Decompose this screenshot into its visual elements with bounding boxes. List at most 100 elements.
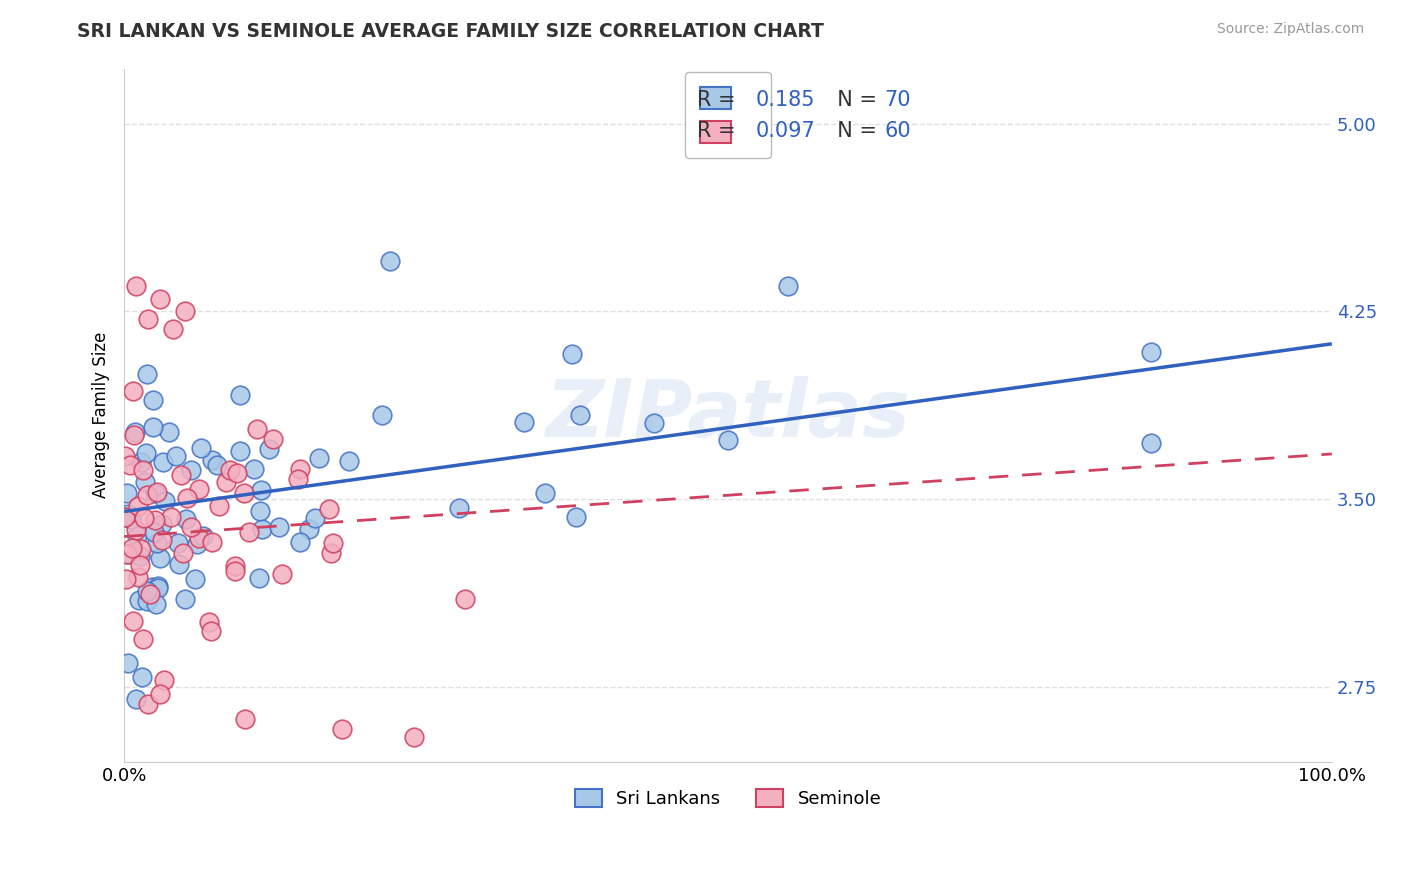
Point bbox=[238, 525, 260, 540]
Point bbox=[136, 488, 159, 502]
Point bbox=[125, 279, 148, 293]
Point bbox=[232, 486, 254, 500]
Point bbox=[229, 444, 252, 458]
Point bbox=[132, 632, 155, 647]
Point bbox=[114, 509, 136, 524]
Text: 0.097: 0.097 bbox=[755, 121, 815, 141]
Point bbox=[233, 712, 256, 726]
Point bbox=[330, 723, 353, 737]
Point bbox=[249, 504, 271, 518]
Point bbox=[135, 445, 157, 459]
Point bbox=[207, 458, 229, 472]
Point bbox=[226, 467, 249, 481]
Point bbox=[186, 537, 208, 551]
Point bbox=[142, 524, 165, 539]
Point bbox=[208, 499, 231, 513]
Point bbox=[114, 573, 136, 587]
Point bbox=[120, 512, 142, 526]
Point bbox=[378, 254, 401, 268]
Point bbox=[145, 598, 167, 612]
Point bbox=[162, 322, 184, 336]
Point bbox=[308, 450, 330, 465]
Point bbox=[565, 510, 588, 524]
Text: N =: N = bbox=[824, 121, 884, 141]
Point bbox=[125, 691, 148, 706]
Point bbox=[142, 393, 165, 408]
Point bbox=[146, 581, 169, 595]
Point bbox=[447, 501, 470, 516]
Point bbox=[152, 455, 174, 469]
Point bbox=[145, 485, 167, 500]
Text: R =: R = bbox=[697, 90, 742, 110]
Point bbox=[250, 522, 273, 536]
Point bbox=[215, 475, 238, 489]
Point bbox=[262, 433, 284, 447]
Text: 0.185: 0.185 bbox=[755, 90, 815, 110]
Point bbox=[160, 510, 183, 524]
Point bbox=[149, 551, 172, 566]
Point bbox=[135, 584, 157, 599]
Point bbox=[125, 523, 148, 537]
Point bbox=[125, 529, 148, 543]
Point bbox=[114, 449, 136, 463]
Point bbox=[184, 572, 207, 586]
Text: 70: 70 bbox=[884, 90, 911, 110]
Point bbox=[201, 452, 224, 467]
Point bbox=[257, 442, 280, 456]
Point bbox=[304, 510, 326, 524]
Point bbox=[187, 531, 209, 545]
Point bbox=[165, 449, 187, 463]
Legend: Sri Lankans, Seminole: Sri Lankans, Seminole bbox=[567, 781, 889, 815]
Point bbox=[643, 416, 665, 430]
Point bbox=[229, 388, 252, 402]
Text: Source: ZipAtlas.com: Source: ZipAtlas.com bbox=[1216, 22, 1364, 37]
Point bbox=[117, 547, 139, 561]
Point bbox=[172, 546, 194, 560]
Point bbox=[717, 434, 740, 448]
Point bbox=[149, 292, 172, 306]
Point bbox=[242, 462, 264, 476]
Point bbox=[129, 541, 152, 556]
Point bbox=[180, 463, 202, 477]
Point bbox=[200, 624, 222, 638]
Point bbox=[191, 529, 214, 543]
Point bbox=[321, 535, 343, 549]
Point bbox=[115, 486, 138, 500]
Point bbox=[176, 512, 198, 526]
Point bbox=[122, 428, 145, 442]
Point bbox=[297, 522, 319, 536]
Point bbox=[778, 278, 800, 293]
Point bbox=[132, 463, 155, 477]
Point bbox=[150, 533, 173, 547]
Point bbox=[138, 311, 160, 326]
Point bbox=[129, 558, 152, 572]
Point bbox=[141, 580, 163, 594]
Point bbox=[134, 511, 156, 525]
Point bbox=[246, 422, 269, 436]
Point bbox=[129, 455, 152, 469]
Point bbox=[198, 615, 221, 630]
Y-axis label: Average Family Size: Average Family Size bbox=[93, 332, 110, 499]
Point bbox=[142, 419, 165, 434]
Point bbox=[321, 546, 343, 560]
Point bbox=[513, 415, 536, 429]
Point bbox=[139, 587, 162, 601]
Point bbox=[143, 512, 166, 526]
Point bbox=[117, 656, 139, 670]
Point bbox=[150, 517, 173, 532]
Point bbox=[288, 534, 311, 549]
Point bbox=[173, 304, 195, 318]
Point bbox=[146, 579, 169, 593]
Text: 60: 60 bbox=[884, 121, 911, 141]
Point bbox=[318, 501, 340, 516]
Point bbox=[201, 534, 224, 549]
Point bbox=[176, 491, 198, 505]
Point bbox=[121, 384, 143, 399]
Point bbox=[146, 535, 169, 549]
Point bbox=[170, 467, 193, 482]
Point bbox=[337, 454, 360, 468]
Point bbox=[124, 425, 146, 439]
Point bbox=[136, 594, 159, 608]
Point bbox=[122, 614, 145, 628]
Point bbox=[287, 472, 309, 486]
